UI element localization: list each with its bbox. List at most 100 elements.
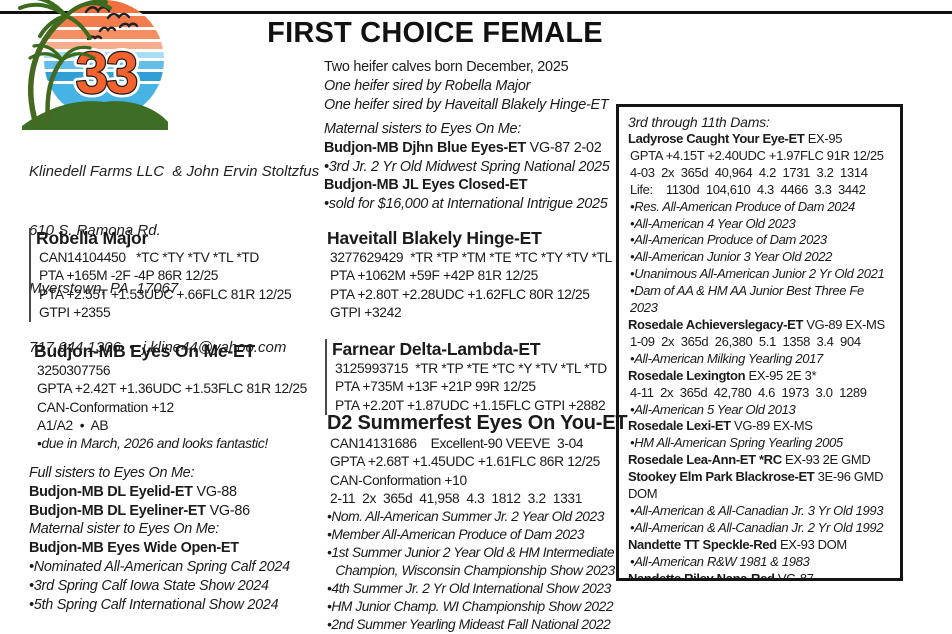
lot-number-halo: 33: [76, 41, 137, 106]
gtpi-line: GTPI +2355: [39, 304, 111, 320]
animal-score: EX-95: [807, 131, 843, 146]
dam-line: Rosedale Lea-Ann-ET *RC EX-93 2E GMD: [628, 452, 891, 469]
award-line: •3rd Jr. 2 Yr Old Midwest Spring Nationa…: [324, 158, 610, 175]
pedigree-block-farnear-delta-lambda: Farnear Delta-Lambda-ET 3125993715 *TR *…: [325, 339, 607, 415]
award-line: •5th Spring Calf International Show 2024: [29, 596, 279, 613]
dam-line: Nandette Riley Nana-Red VG-87: [628, 570, 891, 581]
id-line: CAN14131686 Excellent-90 VEEVE 3-04: [330, 436, 584, 451]
award-line: •All-American & All-Canadian Jr. 3 Yr Ol…: [630, 502, 884, 518]
award-line: •All-American Milking Yearling 2017: [630, 350, 823, 366]
consignor-street: 610 S. Ramona Rd.: [29, 221, 161, 239]
conformation-line: CAN-Conformation +10: [330, 472, 467, 488]
island-hill: [22, 101, 168, 130]
animal-name: Budjon-MB DL Eyelid-ET: [29, 483, 193, 500]
animal-score: VG-89 EX-MS: [734, 418, 813, 434]
sister-line: Budjon-MB DL Eyelid-ET VG-88: [29, 483, 290, 502]
palm-tree-icon: [18, 0, 112, 127]
id-line: CAN14104450 *TC *TY *TV *TL *TD: [39, 250, 260, 265]
award-line: •3rd Spring Calf Iowa State Show 2024: [29, 577, 269, 594]
gpta-line: GPTA +2.42T +1.36UDC +1.53FLC 81R 12/25: [37, 381, 307, 397]
sister-line: Budjon-MB Djhn Blue Eyes-ET VG-87 2-02: [324, 139, 610, 158]
award-line: •All-American R&W 1981 & 1983: [630, 553, 810, 569]
animal-name: Rosedale Lexington: [628, 367, 746, 383]
award-continuation-line: Champion, Wisconsin Championship Show 20…: [332, 563, 615, 579]
data-line: 4-03 2x 365d 40,964 4.2 1731 3.2 1314: [630, 164, 868, 180]
award-line: •sold for $16,000 at International Intri…: [324, 196, 608, 213]
award-line: •1st Summer Junior 2 Year Old & HM Inter…: [327, 545, 615, 561]
pta-line: PTA +1062M +59F +42P 81R 12/25: [330, 268, 538, 284]
id-line: 3250307756: [37, 363, 111, 378]
lot-badge: 33 33: [18, 0, 168, 130]
pedigree-block-haveitall-hinge: Haveitall Blakely Hinge-ET 3277629429 *T…: [327, 228, 612, 322]
animal-name: Budjon-MB JL Eyes Closed-ET: [324, 177, 528, 194]
dam-line: Rosedale Lexington EX-95 2E 3*: [628, 368, 891, 385]
dam-line: Nandette TT Speckle-Red EX-93 DOM: [628, 537, 891, 554]
sister-line: Budjon-MB JL Eyes Closed-ET: [324, 176, 610, 195]
pedigree-block-d2-summerfest: D2 Summerfest Eyes On You-ET CAN14131686…: [327, 411, 628, 634]
animal-score: VG-87 2-02: [529, 139, 602, 156]
sister-line: Budjon-MB DL Eyeliner-ET VG-86: [29, 502, 290, 521]
lot-description: Two heifer calves born December, 2025 On…: [324, 58, 609, 114]
animal-score: EX-95 2E 3*: [748, 367, 817, 383]
dam-line: Rosedale Lexi-ET VG-89 EX-MS: [628, 418, 891, 435]
sired-by-haveitall-line: One heifer sired by Haveitall Blakely Hi…: [324, 96, 609, 113]
maternal-sisters-block: Maternal sisters to Eyes On Me: Budjon-M…: [324, 120, 610, 214]
data-line: GPTA +4.15T +2.40UDC +1.97FLC 91R 12/25: [630, 147, 884, 163]
animal-name: Nandette Riley Nana-Red: [628, 570, 775, 581]
sunset-stripes: [44, 0, 164, 120]
full-sisters-heading: Full sisters to Eyes On Me:: [29, 465, 195, 481]
animal-name: Budjon-MB Djhn Blue Eyes-ET: [324, 139, 526, 156]
consignor-name: Klinedell Farms LLC & John Ervin Stoltzf…: [29, 163, 320, 180]
dam-line: Rosedale Achieverslegacy-ET VG-89 EX-MS: [628, 317, 891, 334]
data-line: Life: 1130d 104,610 4.3 4466 3.3 3442: [630, 181, 866, 197]
id-line: 3125993715 *TR *TP *TE *TC *Y *TV *TL *T…: [335, 361, 607, 376]
pedigree-block-eyes-on-me: Budjon-MB Eyes On Me-ET 3250307756 GPTA …: [34, 341, 307, 453]
gtpi-line: GTPI +3242: [330, 304, 402, 320]
animal-name: Rosedale Lea-Ann-ET *RC: [628, 452, 782, 468]
top-divider-rule: [0, 11, 952, 14]
award-line: •Nominated All-American Spring Calf 2024: [29, 558, 290, 575]
award-line: •Unanimous All-American Junior 2 Yr Old …: [630, 266, 885, 282]
note-line: •due in March, 2026 and looks fantastic!: [37, 436, 268, 452]
sire-name: Farnear Delta-Lambda-ET: [332, 339, 541, 359]
maternal-sisters-heading: Maternal sisters to Eyes On Me:: [324, 121, 521, 137]
maternal-sister-heading: Maternal sister to Eyes On Me:: [29, 521, 220, 538]
animal-score: 3E-96 GMD DOM: [628, 469, 887, 502]
sire-name: Robella Major: [36, 228, 149, 248]
award-line: •Nom. All-American Summer Jr. 2 Year Old…: [327, 509, 604, 525]
sired-by-robella-line: One heifer sired by Robella Major: [324, 77, 531, 94]
award-line: •HM All-American Spring Yearling 2005: [630, 435, 843, 451]
pta-line: PTA +2.80T +2.28UDC +1.62FLC 80R 12/25: [330, 286, 590, 302]
pta-line: PTA +735M +13F +21P 99R 12/25: [335, 379, 536, 395]
award-line: •4th Summer Jr. 2 Yr Old International S…: [327, 581, 611, 597]
pedigree-block-robella-major: Robella Major CAN14104450 *TC *TY *TV *T…: [29, 228, 292, 323]
award-line: •All-American 4 Year Old 2023: [630, 215, 796, 231]
animal-name: Budjon-MB DL Eyeliner-ET: [29, 502, 206, 519]
award-line: •HM Junior Champ. WI Championship Show 2…: [327, 599, 614, 615]
dam-line: Stookey Elm Park Blackrose-ET 3E-96 GMD …: [628, 469, 891, 503]
animal-name: Nandette TT Speckle-Red: [628, 536, 777, 552]
dams-history-box: 3rd through 11th Dams: Ladyrose Caught Y…: [616, 104, 903, 581]
consignor-contact: 717.644.1306 • j.kline44@yahoo.com: [29, 338, 287, 356]
pta-line: PTA +2.20T +1.87UDC +1.15FLC GTPI +2882: [335, 397, 606, 413]
award-line: •All-American 5 Year Old 2013: [630, 401, 796, 417]
animal-score: EX-93 DOM: [779, 536, 847, 552]
award-line: •Dam of AA & HM AA Junior Best Three Fe …: [630, 283, 868, 316]
data-line: 4-11 2x 365d 42,780 4.6 1973 3.0 1289: [630, 384, 867, 400]
award-line: •Res. All-American Produce of Dam 2024: [630, 198, 855, 214]
beta-casein-line: A1/A2 • AB: [37, 417, 109, 433]
animal-name: Stookey Elm Park Blackrose-ET: [628, 469, 815, 485]
dam-name: Budjon-MB Eyes On Me-ET: [34, 341, 255, 361]
award-line: •2nd Summer Yearling Mideast Fall Nation…: [327, 617, 611, 633]
consignor-address: Klinedell Farms LLC & John Ervin Stoltzf…: [29, 123, 319, 396]
calves-born-line: Two heifer calves born December, 2025: [324, 59, 569, 75]
consignor-city: Myerstown, PA 17067: [29, 280, 179, 297]
animal-name: Ladyrose Caught Your Eye-ET: [628, 131, 805, 146]
sisters-notes-block: Full sisters to Eyes On Me: Budjon-MB DL…: [29, 464, 290, 614]
pta-line: PTA +2.55T +1.53UDC +.66FLC 81R 12/25: [39, 286, 292, 302]
animal-name: Rosedale Achieverslegacy-ET: [628, 316, 804, 332]
id-line: 3277629429 *TR *TP *TM *TE *TC *TY *TV *…: [330, 250, 612, 265]
sister-line: Budjon-MB Eyes Wide Open-ET: [29, 539, 290, 558]
dam-line: Ladyrose Caught Your Eye-ET EX-95: [628, 131, 891, 148]
